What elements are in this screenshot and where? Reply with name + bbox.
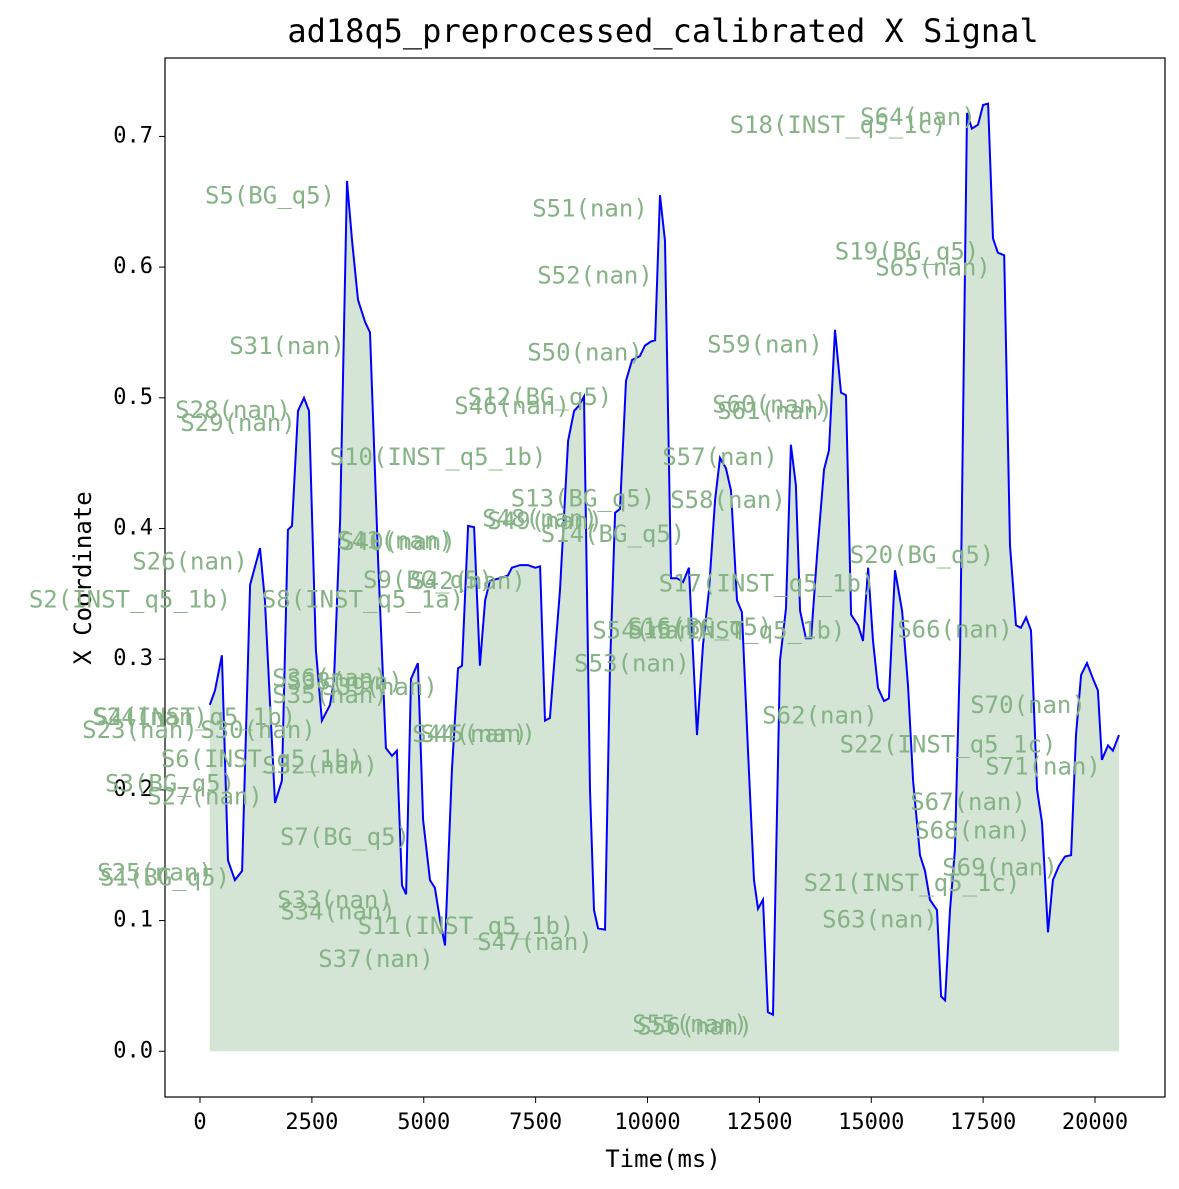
annotation: S28(nan) bbox=[175, 396, 291, 424]
annotation: S9(BG_q5) bbox=[363, 566, 493, 594]
annotation: S3(BG_q5) bbox=[105, 770, 235, 798]
annotation: S42(nan) bbox=[410, 567, 526, 595]
annotation: S14(BG_q5) bbox=[541, 520, 686, 548]
x-axis-label: Time(ms) bbox=[605, 1145, 721, 1173]
x-tick-label: 5000 bbox=[397, 1110, 450, 1135]
x-tick-label: 2500 bbox=[285, 1110, 338, 1135]
annotation: S34(nan) bbox=[280, 898, 396, 926]
annotation: S4(INST_q5_1b) bbox=[94, 703, 296, 731]
annotation: S7(BG_q5) bbox=[280, 823, 410, 851]
x-tick-label: 10000 bbox=[614, 1110, 680, 1135]
annotation: S53(nan) bbox=[574, 649, 690, 677]
annotation: S68(nan) bbox=[915, 817, 1031, 845]
y-tick-label: 0.1 bbox=[113, 908, 153, 933]
y-tick-label: 0.7 bbox=[113, 123, 153, 148]
annotation: S25(nan) bbox=[97, 859, 213, 887]
annotation: S32(nan) bbox=[262, 751, 378, 779]
annotation: S18(INST_q5_1c) bbox=[730, 111, 947, 139]
annotation: S45(nan) bbox=[420, 720, 536, 748]
x-tick-label: 17500 bbox=[950, 1110, 1016, 1135]
annotation: S29(nan) bbox=[180, 409, 296, 437]
annotation: S20(BG_q5) bbox=[850, 541, 995, 569]
annotation: S63(nan) bbox=[822, 906, 938, 934]
annotation: S31(nan) bbox=[229, 332, 345, 360]
annotation: S21(INST_q5_1c) bbox=[804, 869, 1021, 897]
annotation: S46(nan) bbox=[454, 392, 570, 420]
annotation: S16(BG_q5) bbox=[628, 613, 773, 641]
annotation: S61(nan) bbox=[717, 397, 833, 425]
y-tick-label: 0.5 bbox=[113, 385, 153, 410]
annotation: S70(nan) bbox=[970, 691, 1086, 719]
annotation: S49(nan) bbox=[487, 507, 603, 535]
annotation: S2(INST_q5_1b) bbox=[29, 585, 231, 613]
y-tick-label: 0.2 bbox=[113, 777, 153, 802]
chart-title: ad18q5_preprocessed_calibrated X Signal bbox=[287, 12, 1038, 50]
y-axis-label: X Coordinate bbox=[69, 491, 97, 664]
annotation: S64(nan) bbox=[860, 103, 976, 131]
annotation: S41(nan) bbox=[337, 527, 453, 555]
annotation: S15(INST_q5_1b) bbox=[629, 617, 846, 645]
annotation: S67(nan) bbox=[910, 788, 1026, 816]
annotation: S57(nan) bbox=[662, 443, 778, 471]
annotation: S65(nan) bbox=[875, 253, 991, 281]
y-tick-label: 0.6 bbox=[113, 254, 153, 279]
y-tick-label: 0.4 bbox=[113, 515, 153, 540]
annotation: S48(nan) bbox=[482, 504, 598, 532]
annotation: S55(nan) bbox=[632, 1010, 748, 1038]
annotation: S71(nan) bbox=[985, 753, 1101, 781]
y-tick-label: 0.0 bbox=[113, 1038, 153, 1063]
annotation: S10(INST_q5_1b) bbox=[330, 443, 547, 471]
annotation: S5(BG_q5) bbox=[205, 182, 335, 210]
annotation: S66(nan) bbox=[897, 615, 1013, 643]
x-tick-label: 0 bbox=[193, 1110, 206, 1135]
annotation: S50(nan) bbox=[527, 338, 643, 366]
annotation: S47(nan) bbox=[477, 928, 593, 956]
x-tick-label: 20000 bbox=[1062, 1110, 1128, 1135]
annotation: S62(nan) bbox=[762, 702, 878, 730]
annotation: S60(nan) bbox=[712, 391, 828, 419]
annotation: S69(nan) bbox=[942, 853, 1058, 881]
annotation: S38(nan) bbox=[287, 668, 403, 696]
annotation: S26(nan) bbox=[132, 547, 248, 575]
annotation: S23(nan) bbox=[82, 716, 198, 744]
annotation: S8(INST_q5_1a) bbox=[262, 585, 464, 613]
annotation: S39(nan) bbox=[322, 673, 438, 701]
annotation: S13(BG_q5) bbox=[511, 485, 656, 513]
annotation: S44(nan) bbox=[412, 720, 528, 748]
annotation: S36(nan) bbox=[272, 664, 388, 692]
x-tick-label: 15000 bbox=[838, 1110, 904, 1135]
annotation: S35(nan) bbox=[272, 681, 388, 709]
x-tick-label: 7500 bbox=[509, 1110, 562, 1135]
annotation: S56(nan) bbox=[637, 1013, 753, 1041]
line bbox=[208, 102, 1120, 1017]
y-tick-label: 0.3 bbox=[113, 646, 153, 671]
annotation: S12(BG_q5) bbox=[468, 383, 613, 411]
plot-frame bbox=[164, 57, 1166, 1098]
annotation: S1(BG_q5) bbox=[100, 864, 230, 892]
annotation: S58(nan) bbox=[670, 486, 786, 514]
annotation: S54(nan) bbox=[592, 617, 708, 645]
annotation: S40(nan) bbox=[340, 528, 456, 556]
annotation: S51(nan) bbox=[532, 195, 648, 223]
annotation: S37(nan) bbox=[318, 945, 434, 973]
annotation: S19(BG_q5) bbox=[835, 238, 980, 266]
area bbox=[209, 103, 1120, 1052]
annotation: S6(INST_q5_1b) bbox=[161, 745, 363, 773]
annotation: S33(nan) bbox=[277, 886, 393, 914]
annotation: S52(nan) bbox=[537, 261, 653, 289]
annotation: S59(nan) bbox=[707, 331, 823, 359]
annotation: S27(nan) bbox=[147, 783, 263, 811]
annotation: S17(INST_q5_1b) bbox=[659, 570, 876, 598]
annotation: S30(nan) bbox=[200, 716, 316, 744]
annotation: S11(INST_q5_1b) bbox=[358, 912, 575, 940]
annotation: S22(INST_q5_1c) bbox=[840, 730, 1057, 758]
annotation: S24(nan) bbox=[92, 703, 208, 731]
x-tick-label: 12500 bbox=[726, 1110, 792, 1135]
